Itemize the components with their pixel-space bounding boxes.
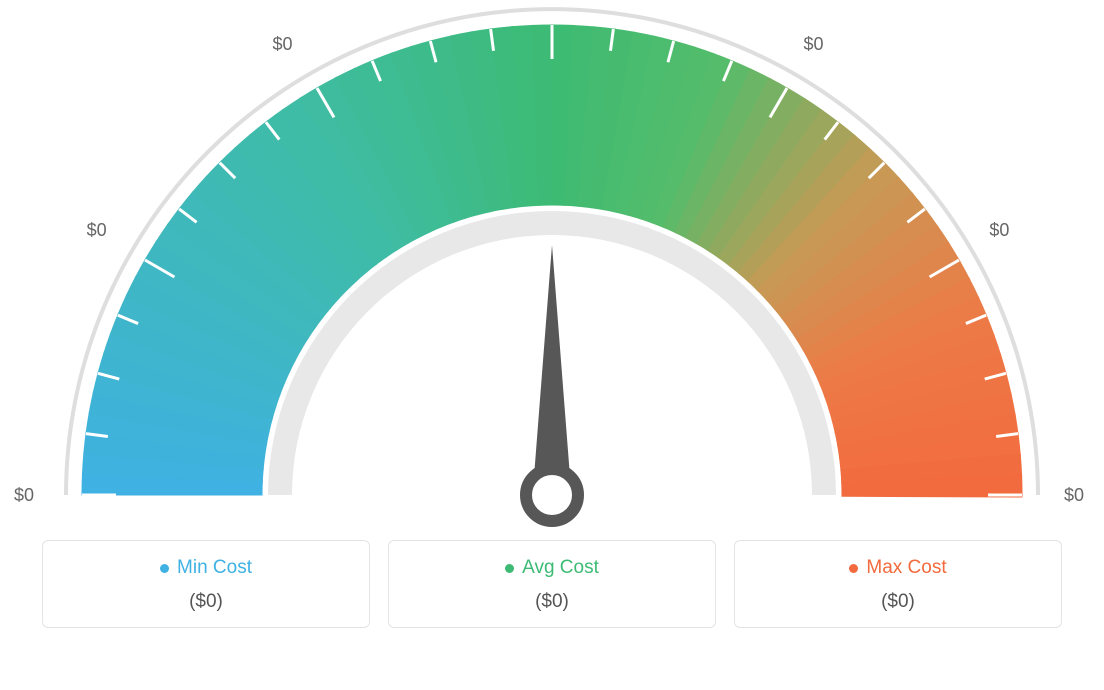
legend-card-min: Min Cost ($0) (42, 540, 370, 628)
gauge-scale-label: $0 (803, 34, 823, 55)
gauge-scale-label: $0 (14, 485, 34, 506)
gauge-scale-label: $0 (87, 220, 107, 241)
legend-card-avg: Avg Cost ($0) (388, 540, 716, 628)
gauge-scale-label: $0 (989, 220, 1009, 241)
gauge-scale-label: $0 (273, 34, 293, 55)
legend-card-max: Max Cost ($0) (734, 540, 1062, 628)
legend-row: Min Cost ($0) Avg Cost ($0) Max Cost ($0… (0, 530, 1104, 628)
legend-dot-min (160, 564, 169, 573)
legend-dot-avg (505, 564, 514, 573)
gauge-scale-label: $0 (1064, 485, 1084, 506)
legend-dot-max (849, 564, 858, 573)
legend-value-min: ($0) (53, 591, 359, 613)
legend-value-avg: ($0) (399, 591, 705, 613)
legend-value-max: ($0) (745, 591, 1051, 613)
legend-label-min: Min Cost (177, 557, 252, 579)
gauge-chart: $0$0$0$0$0$0$0 (0, 0, 1104, 530)
legend-label-max: Max Cost (866, 557, 946, 579)
legend-label-avg: Avg Cost (522, 557, 599, 579)
gauge-svg (0, 0, 1104, 530)
